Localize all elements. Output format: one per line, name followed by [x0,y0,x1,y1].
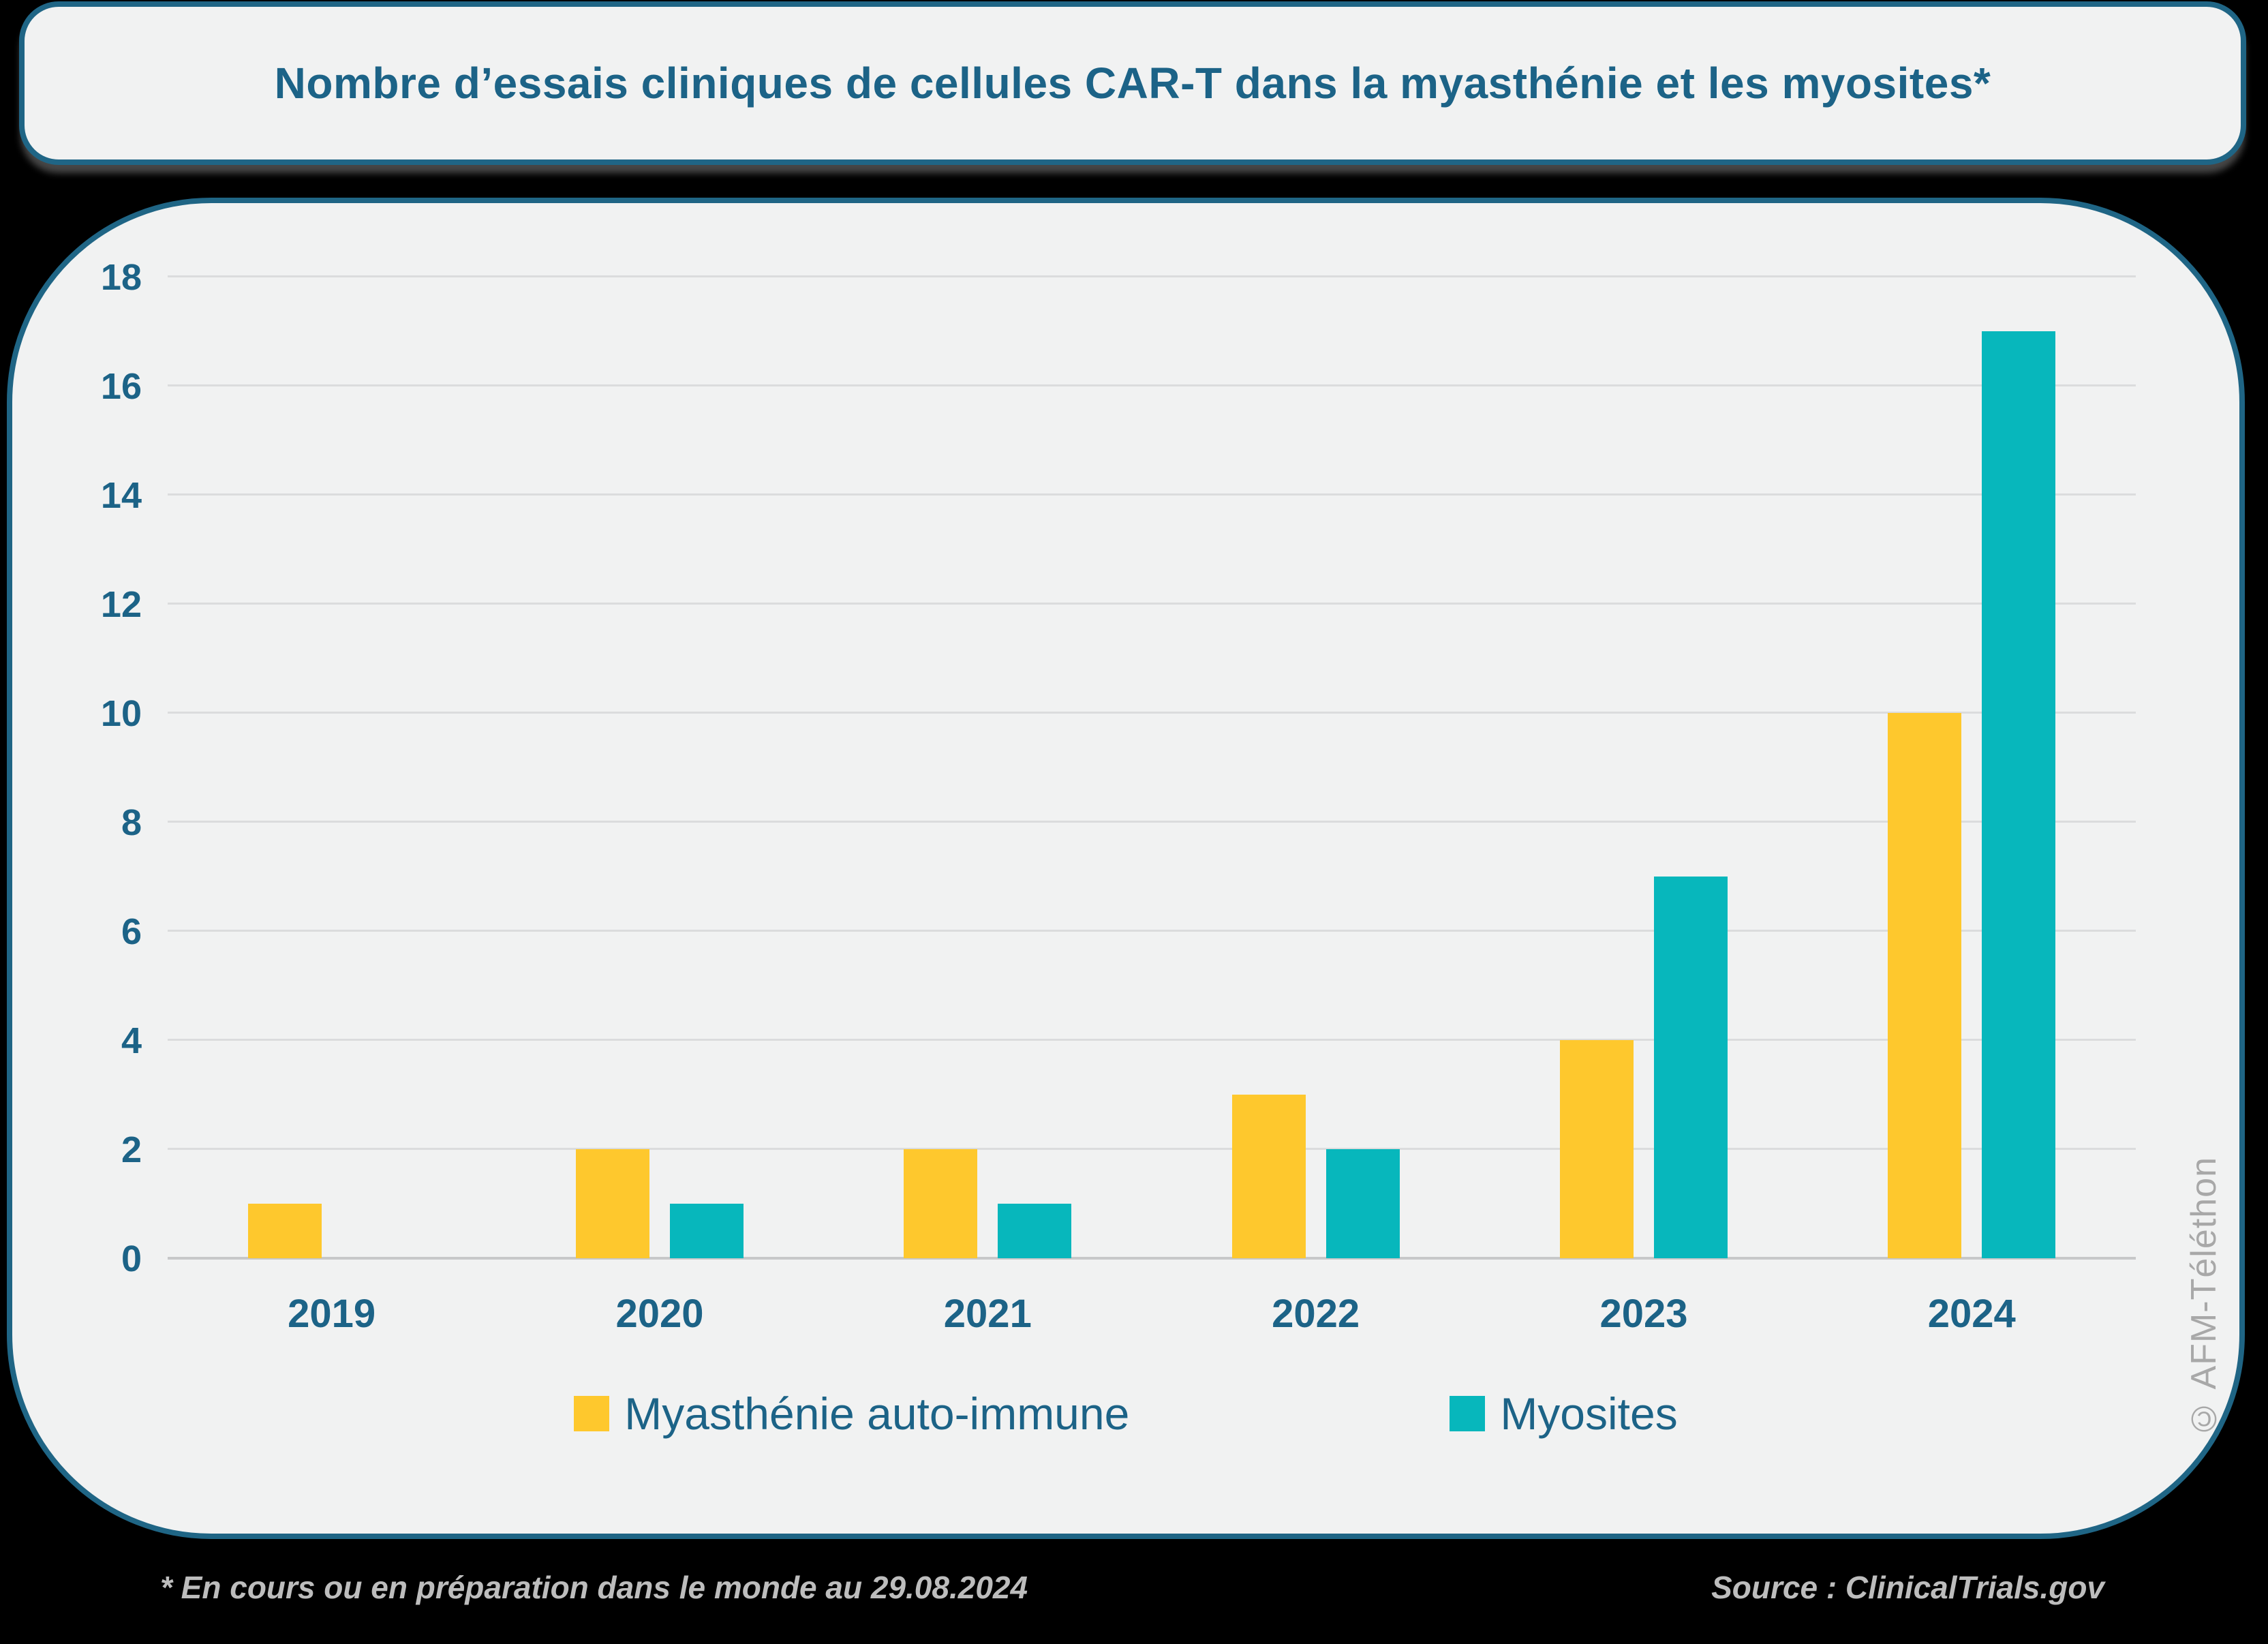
gridline-18 [168,275,2136,277]
bar-2022-myosites [1325,1149,1400,1258]
bar-group-2021 [824,203,1152,1258]
title-banner: Nombre d’essais cliniques de cellules CA… [19,1,2246,165]
x-tick-2019: 2019 [288,1292,376,1336]
chart-area: 0 2 4 6 8 10 12 14 16 18 2019 2020 2021 2022 2023 2024… [12,203,2239,1534]
gridline-12 [168,603,2136,605]
x-tick-2021: 2021 [943,1292,1032,1336]
bar-group-2024 [1808,203,2136,1258]
bars [168,203,2136,1258]
y-tick-10: 10 [100,693,142,734]
bar-group-2019 [168,203,495,1258]
y-tick-2: 2 [121,1129,142,1170]
bar-2019-myasth-nie-auto-immune [247,1204,322,1258]
legend-label-myasthenie: Myasthénie auto-immune [624,1388,1130,1439]
bar-2024-myasth-nie-auto-immune [1888,713,1962,1258]
copyright-watermark: © AFM-Téléthon [2184,1156,2224,1438]
y-tick-12: 12 [100,584,142,625]
x-tick-2020: 2020 [615,1292,704,1336]
footnote: * En cours ou en préparation dans le mon… [160,1570,1028,1605]
legend: Myasthénie auto-immune Myosites [12,1388,2239,1440]
gridline-6 [168,930,2136,932]
y-tick-14: 14 [100,475,142,516]
y-tick-4: 4 [121,1020,142,1061]
x-axis-labels: 2019 2020 2021 2022 2023 2024 [168,1291,2136,1337]
legend-swatch-myasthenie [574,1396,610,1431]
gridline-8 [168,821,2136,823]
plot-area [168,203,2136,1260]
bar-2021-myasth-nie-auto-immune [904,1149,978,1258]
x-tick-2024: 2024 [1927,1292,2016,1336]
legend-item-myosites: Myosites [1450,1388,1678,1440]
legend-swatch-myosites [1450,1396,1486,1431]
source-credit: Source : ClinicalTrials.gov [1711,1570,2104,1605]
bar-2022-myasth-nie-auto-immune [1231,1095,1306,1258]
bar-2024-myosites [1982,331,2056,1258]
page-title: Nombre d’essais cliniques de cellules CA… [274,59,1991,108]
bar-group-2020 [495,203,823,1258]
bar-group-2022 [1152,203,1480,1258]
x-tick-2022: 2022 [1272,1292,1360,1336]
y-tick-0: 0 [121,1238,142,1279]
gridline-10 [168,712,2136,714]
gridline-0 [168,1257,2136,1260]
y-tick-8: 8 [121,802,142,843]
y-tick-18: 18 [100,257,142,298]
bar-2023-myasth-nie-auto-immune [1559,1040,1634,1258]
gridline-2 [168,1148,2136,1150]
y-tick-16: 16 [100,366,142,407]
bar-2023-myosites [1653,877,1728,1258]
y-tick-6: 6 [121,911,142,952]
x-tick-2023: 2023 [1599,1292,1688,1336]
chart-panel: 0 2 4 6 8 10 12 14 16 18 2019 2020 2021 2022 2023 2024… [7,198,2245,1539]
legend-item-myasthenie: Myasthénie auto-immune [574,1388,1129,1440]
gridline-4 [168,1039,2136,1041]
gridline-14 [168,493,2136,496]
bar-2020-myosites [669,1204,744,1258]
bar-2021-myosites [998,1204,1072,1258]
bar-group-2023 [1480,203,1807,1258]
legend-label-myosites: Myosites [1500,1388,1678,1439]
gridline-16 [168,384,2136,386]
bar-2020-myasth-nie-auto-immune [575,1149,649,1258]
